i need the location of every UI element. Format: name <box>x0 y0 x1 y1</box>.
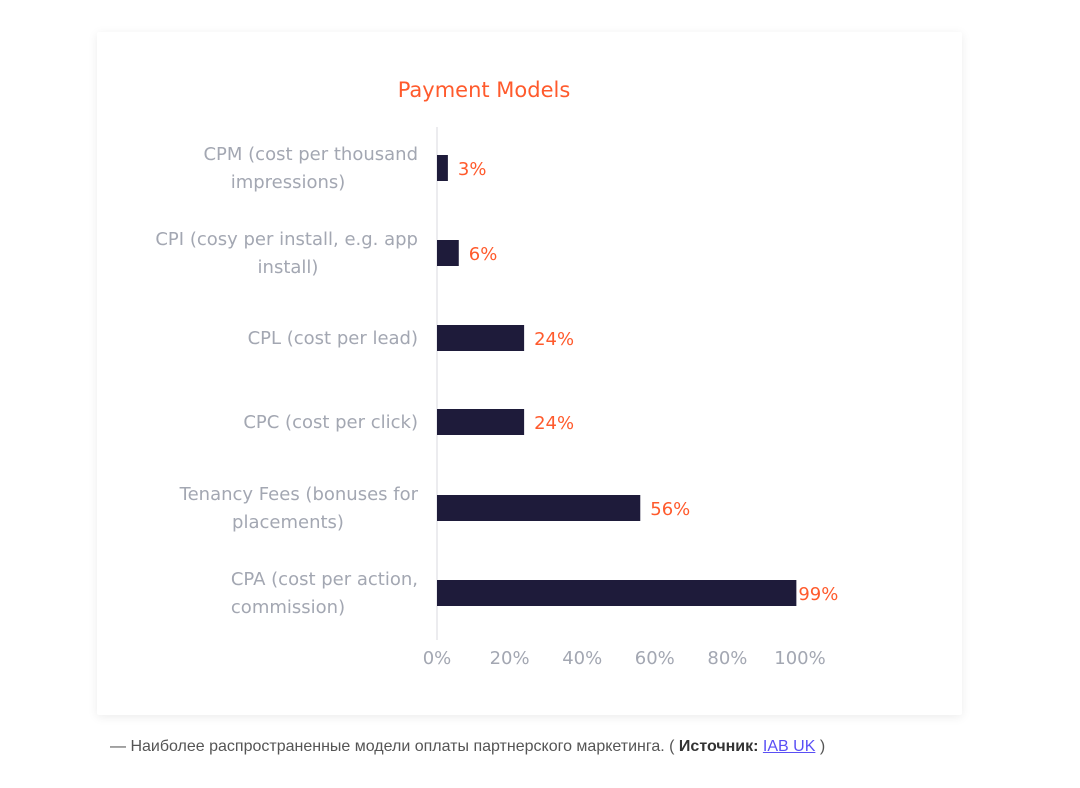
x-tick-label: 0% <box>423 648 452 669</box>
data-label: 56% <box>650 499 690 520</box>
category-label: Tenancy Fees (bonuses for <box>179 484 419 505</box>
source-link[interactable]: IAB UK <box>762 738 816 755</box>
category-label: commission) <box>231 597 345 618</box>
data-label: 6% <box>469 244 498 265</box>
bar <box>437 580 797 606</box>
x-tick-label: 20% <box>490 648 530 669</box>
figure-caption: — Наиболее распространенные модели оплат… <box>110 738 825 756</box>
payment-models-chart: Payment Models 3% CPM (cost per thousand im… <box>155 78 838 669</box>
bar <box>437 155 448 181</box>
bar <box>437 409 525 435</box>
data-label: 24% <box>534 413 574 434</box>
category-label: install) <box>258 257 319 278</box>
data-label: 24% <box>534 329 574 350</box>
category-label: CPC (cost per click) <box>243 412 418 433</box>
category-label: CPL (cost per lead) <box>248 328 418 349</box>
bar <box>437 495 641 521</box>
x-tick-label: 40% <box>562 648 602 669</box>
bar <box>437 325 525 351</box>
caption-source-label: Источник: <box>678 738 759 755</box>
category-label: placements) <box>232 512 344 533</box>
chart-card: Payment Models 3% CPM (cost per thousand im… <box>97 32 962 715</box>
category-label: impressions) <box>231 172 346 193</box>
category-label: CPA (cost per action, <box>231 569 418 590</box>
bar <box>437 240 459 266</box>
data-label: 99% <box>798 584 838 605</box>
chart-title: Payment Models <box>398 78 571 102</box>
category-label: CPI (cosy per install, e.g. app <box>155 229 418 250</box>
caption-text: — Наиболее распространенные модели оплат… <box>110 738 679 755</box>
caption-close: ) <box>815 738 826 755</box>
x-tick-label: 100% <box>774 648 825 669</box>
x-tick-label: 60% <box>635 648 675 669</box>
category-label: CPM (cost per thousand <box>203 144 418 165</box>
data-label: 3% <box>458 159 487 180</box>
x-tick-label: 80% <box>707 648 747 669</box>
